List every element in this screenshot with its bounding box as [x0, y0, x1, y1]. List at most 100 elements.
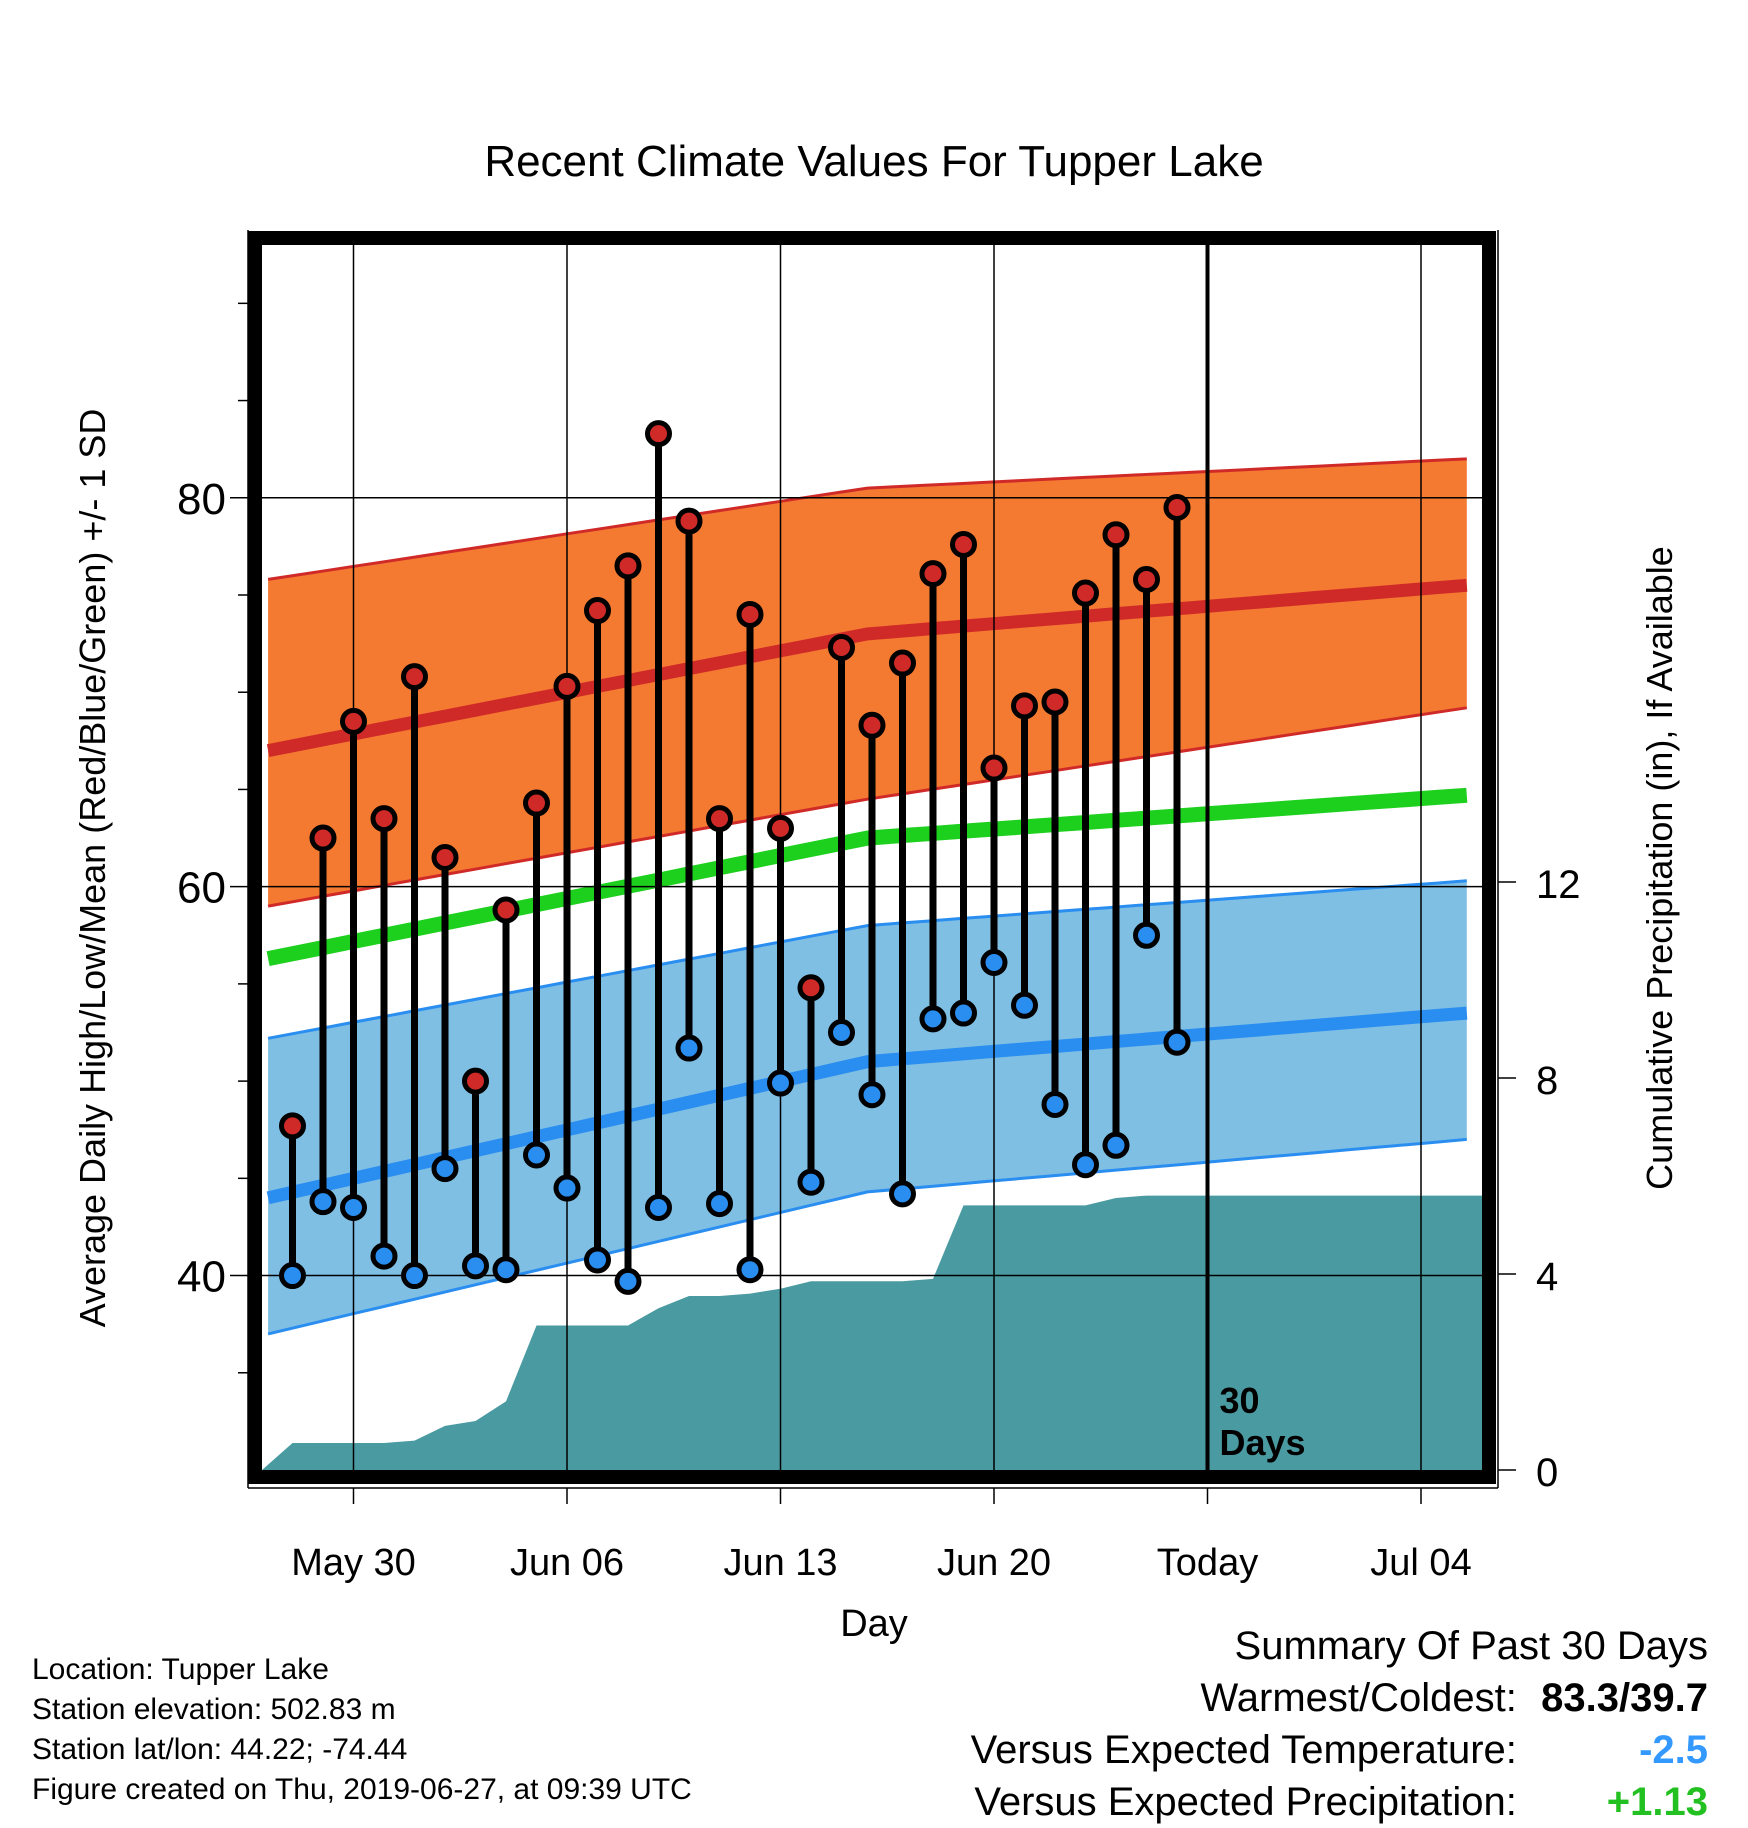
normal-low-upper-line	[267, 879, 1467, 1040]
observed-high-point	[919, 560, 947, 588]
normal-mean-line	[266, 787, 1468, 966]
precip-departure-value: +1.13	[1606, 1780, 1708, 1824]
observed-low-point	[706, 1190, 733, 1218]
observed-low-point	[614, 1267, 642, 1295]
summary-heading: Summary Of Past 30 Days	[1234, 1624, 1708, 1668]
observed-low-point	[401, 1262, 428, 1290]
observed-low-point	[1163, 1028, 1191, 1056]
right-tick-label-4: 4	[1536, 1255, 1558, 1299]
chart-title: Recent Climate Values For Tupper Lake	[484, 137, 1263, 186]
observed-low-point	[736, 1256, 764, 1284]
normal-high-mean-line	[266, 578, 1468, 757]
observed-high-point	[1041, 688, 1069, 716]
precip-departure-label: Versus Expected Precipitation:	[974, 1780, 1517, 1824]
x-tick-label-jun-06: Jun 06	[510, 1542, 624, 1584]
left-tick-label-60: 60	[177, 864, 226, 913]
observed-low-point	[675, 1034, 703, 1062]
x-tick-label-jun-13: Jun 13	[723, 1542, 837, 1584]
warm-cold-label: Warmest/Coldest:	[1200, 1676, 1517, 1720]
observed-low-point	[584, 1246, 611, 1274]
observed-low-point	[553, 1174, 581, 1202]
observed-high-point	[401, 663, 428, 691]
observed-high-point	[645, 420, 672, 448]
observed-high-point	[736, 600, 764, 628]
station-info: Location: Tupper Lake Station elevation:…	[32, 1650, 692, 1810]
observed-high-point	[340, 707, 367, 735]
observed-low-point	[1072, 1151, 1099, 1179]
observed-low-point	[1102, 1131, 1130, 1159]
observed-high-point	[492, 896, 520, 924]
latlon-text: Station lat/lon: 44.22; -74.44	[32, 1733, 408, 1766]
observed-low-point	[767, 1069, 794, 1097]
x-tick-label-jul-04: Jul 04	[1370, 1542, 1471, 1584]
observed-high-point	[370, 805, 398, 833]
observed-low-point	[645, 1194, 672, 1221]
observed-high-point	[706, 805, 733, 833]
y-axis-right-label: Cumulative Precipitation (in), If Availa…	[1639, 546, 1680, 1190]
plot-area	[262, 245, 1482, 1470]
observed-high-point	[1011, 692, 1038, 720]
observed-high-point	[858, 711, 886, 739]
observed-low-point	[523, 1141, 550, 1169]
right-tick-label-0: 0	[1536, 1451, 1558, 1495]
observed-low-point	[431, 1155, 459, 1183]
observed-high-point	[553, 672, 581, 700]
observed-high-point	[950, 530, 977, 558]
observed-low-point	[492, 1256, 520, 1284]
right-tick-label-12: 12	[1536, 863, 1581, 907]
observed-high-point	[889, 649, 916, 677]
observed-low-point	[980, 949, 1008, 976]
observed-low-point	[340, 1194, 367, 1221]
observed-high-point	[675, 507, 703, 535]
observed-low-point	[950, 999, 977, 1027]
observed-high-point	[767, 814, 794, 842]
right-tick-label-8: 8	[1536, 1059, 1558, 1103]
observed-low-point	[462, 1252, 489, 1280]
observed-low-point	[1133, 921, 1160, 949]
observed-high-point	[584, 597, 611, 625]
observed-high-point	[523, 789, 550, 817]
created-text: Figure created on Thu, 2019-06-27, at 09…	[32, 1773, 692, 1806]
today-label-unit: Days	[1220, 1422, 1306, 1463]
observed-low-point	[889, 1180, 916, 1208]
normal-low-mean-line	[266, 1006, 1468, 1205]
precip-departure-row: Versus Expected Precipitation: +1.13	[971, 1776, 1708, 1828]
summary-panel: Summary Of Past 30 Days Warmest/Coldest:…	[971, 1620, 1708, 1828]
y-axis-left-label: Average Daily High/Low/Mean (Red/Blue/Gr…	[72, 409, 113, 1328]
temp-departure-row: Versus Expected Temperature: -2.5	[971, 1724, 1708, 1776]
x-tick-label-jun-20: Jun 20	[937, 1542, 1051, 1584]
x-tick-label-may-30: May 30	[291, 1542, 416, 1584]
today-label-number: 30	[1220, 1380, 1260, 1421]
observed-low-point	[370, 1242, 398, 1270]
warm-cold-value: 83.3/39.7	[1541, 1676, 1708, 1720]
normal-high-upper-line	[267, 457, 1467, 581]
observed-high-point	[1072, 579, 1099, 607]
elevation-text: Station elevation: 502.83 m	[32, 1693, 396, 1726]
observed-high-point	[309, 824, 337, 852]
observed-high-point	[980, 754, 1008, 782]
observed-high-point	[828, 634, 855, 661]
observed-high-point	[614, 552, 642, 580]
observed-low-point	[858, 1081, 886, 1109]
observed-high-point	[279, 1112, 306, 1140]
observed-low-point	[797, 1168, 825, 1196]
observed-low-point	[279, 1262, 306, 1290]
location-text: Location: Tupper Lake	[32, 1653, 329, 1686]
x-tick-label-today: Today	[1157, 1542, 1258, 1584]
normal-low-lower-line	[267, 1137, 1467, 1336]
plot-frame	[248, 231, 1496, 1484]
temp-departure-label: Versus Expected Temperature:	[970, 1728, 1517, 1772]
observed-low-point	[1041, 1090, 1069, 1118]
x-axis-label: Day	[840, 1603, 908, 1645]
observed-low-point	[919, 1005, 947, 1033]
observed-high-point	[431, 844, 459, 871]
observed-low-point	[309, 1188, 337, 1216]
warm-cold-row: Warmest/Coldest: 83.3/39.7	[971, 1672, 1709, 1724]
normal-high-lower-line	[267, 706, 1468, 908]
observed-high-point	[1133, 565, 1160, 593]
left-tick-label-40: 40	[177, 1253, 226, 1302]
observed-low-point	[828, 1019, 855, 1046]
temp-departure-value: -2.5	[1639, 1728, 1708, 1772]
